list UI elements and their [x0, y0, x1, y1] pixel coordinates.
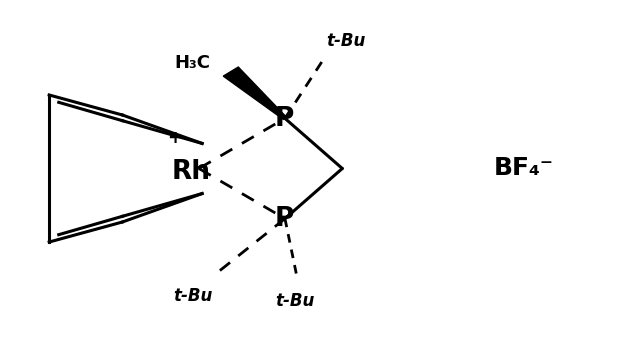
Text: t-Bu: t-Bu: [275, 292, 314, 309]
Text: Rh: Rh: [172, 159, 211, 185]
Text: BF₄⁻: BF₄⁻: [494, 156, 554, 181]
Text: H₃C: H₃C: [174, 54, 211, 72]
Text: P: P: [275, 106, 294, 132]
Text: P: P: [275, 206, 294, 232]
Polygon shape: [223, 67, 287, 119]
Text: t-Bu: t-Bu: [173, 287, 212, 305]
Text: t-Bu: t-Bu: [326, 32, 365, 51]
Text: +: +: [167, 129, 182, 147]
